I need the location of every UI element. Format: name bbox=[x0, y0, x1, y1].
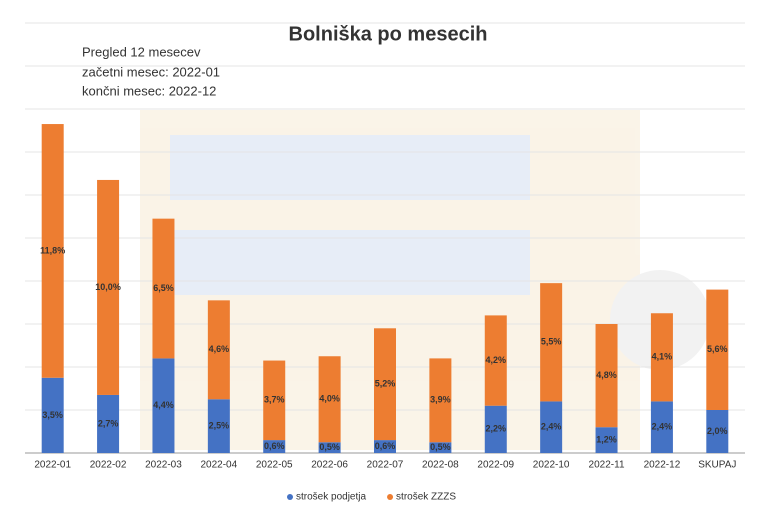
bar-segment bbox=[484, 315, 507, 406]
bar-segment bbox=[97, 394, 120, 453]
data-label: 1,2% bbox=[596, 434, 617, 444]
bar-segment bbox=[484, 405, 507, 453]
bar-segment bbox=[650, 313, 673, 402]
x-tick-label: 2022-08 bbox=[422, 460, 459, 471]
bar-segment bbox=[374, 328, 396, 441]
legend-marker bbox=[287, 494, 293, 500]
chart-title: Bolniška po mesecih bbox=[289, 23, 488, 45]
bar-segment bbox=[374, 440, 396, 453]
data-label: 3,9% bbox=[430, 395, 451, 405]
data-label: 3,5% bbox=[42, 410, 63, 420]
data-label: 2,4% bbox=[541, 422, 562, 432]
x-tick-label: 2022-12 bbox=[644, 460, 681, 471]
bar-segment bbox=[595, 324, 618, 428]
bar-segment bbox=[263, 440, 286, 453]
data-label: 4,8% bbox=[596, 370, 617, 380]
bar-segment bbox=[318, 442, 341, 453]
data-label: 0,6% bbox=[264, 441, 285, 451]
data-label: 2,0% bbox=[707, 426, 728, 436]
bar-segment bbox=[41, 124, 64, 378]
x-tick-label: 2022-04 bbox=[200, 460, 237, 471]
bar-segment bbox=[97, 179, 120, 395]
legend-label: strošek ZZZS bbox=[396, 492, 456, 503]
data-label: 0,5% bbox=[319, 442, 340, 452]
subtitle: končni mesec: 2022-12 bbox=[82, 83, 216, 98]
x-tick-label: 2022-11 bbox=[589, 460, 625, 471]
data-label: 6,5% bbox=[153, 283, 174, 293]
data-label: 5,6% bbox=[707, 344, 728, 354]
data-label: 3,7% bbox=[264, 395, 285, 405]
data-label: 4,6% bbox=[209, 344, 230, 354]
data-label: 2,7% bbox=[98, 418, 119, 428]
data-label: 4,2% bbox=[486, 355, 507, 365]
subtitle: Pregled 12 mesecev bbox=[82, 44, 201, 59]
bar-segment bbox=[207, 399, 230, 453]
x-tick-label: 2022-10 bbox=[533, 460, 570, 471]
subtitle: začetni mesec: 2022-01 bbox=[82, 64, 220, 79]
data-label: 11,8% bbox=[40, 245, 65, 255]
x-tick-label: 2022-01 bbox=[34, 460, 71, 471]
bar-segment bbox=[263, 360, 286, 441]
bar-segment bbox=[595, 427, 618, 453]
data-label: 5,2% bbox=[375, 379, 396, 389]
x-tick-label: 2022-07 bbox=[367, 460, 404, 471]
x-tick-label: 2022-05 bbox=[256, 460, 293, 471]
data-label: 0,6% bbox=[375, 441, 396, 451]
x-tick-label: 2022-09 bbox=[477, 460, 514, 471]
data-label: 0,5% bbox=[430, 442, 451, 452]
bar-segment bbox=[650, 401, 673, 453]
x-tick-label: 2022-06 bbox=[311, 460, 348, 471]
bar-segment bbox=[429, 358, 452, 443]
bar-segment bbox=[318, 356, 341, 443]
x-tick-label: 2022-02 bbox=[90, 460, 127, 471]
data-label: 4,1% bbox=[652, 352, 673, 362]
bar-segment bbox=[706, 289, 729, 410]
background-picture bbox=[140, 110, 710, 450]
data-label: 2,2% bbox=[486, 424, 507, 434]
x-tick-label: 2022-03 bbox=[145, 460, 182, 471]
x-tick-label: SKUPAJ bbox=[698, 460, 736, 471]
legend-marker bbox=[387, 494, 394, 500]
bar-segment bbox=[152, 358, 175, 453]
bar-segment bbox=[706, 410, 729, 453]
data-label: 2,4% bbox=[652, 422, 673, 432]
legend-label: strošek podjetja bbox=[296, 492, 366, 503]
bar-segment bbox=[429, 442, 452, 453]
bar-segment bbox=[540, 283, 563, 402]
data-label: 5,5% bbox=[541, 337, 562, 347]
bar-segment bbox=[41, 377, 64, 453]
data-label: 2,5% bbox=[209, 421, 230, 431]
bar-segment bbox=[152, 218, 175, 359]
bar-segment bbox=[207, 300, 230, 400]
data-label: 4,4% bbox=[153, 400, 174, 410]
data-label: 10,0% bbox=[95, 282, 121, 292]
bar-segment bbox=[540, 401, 563, 453]
data-label: 4,0% bbox=[319, 394, 340, 404]
